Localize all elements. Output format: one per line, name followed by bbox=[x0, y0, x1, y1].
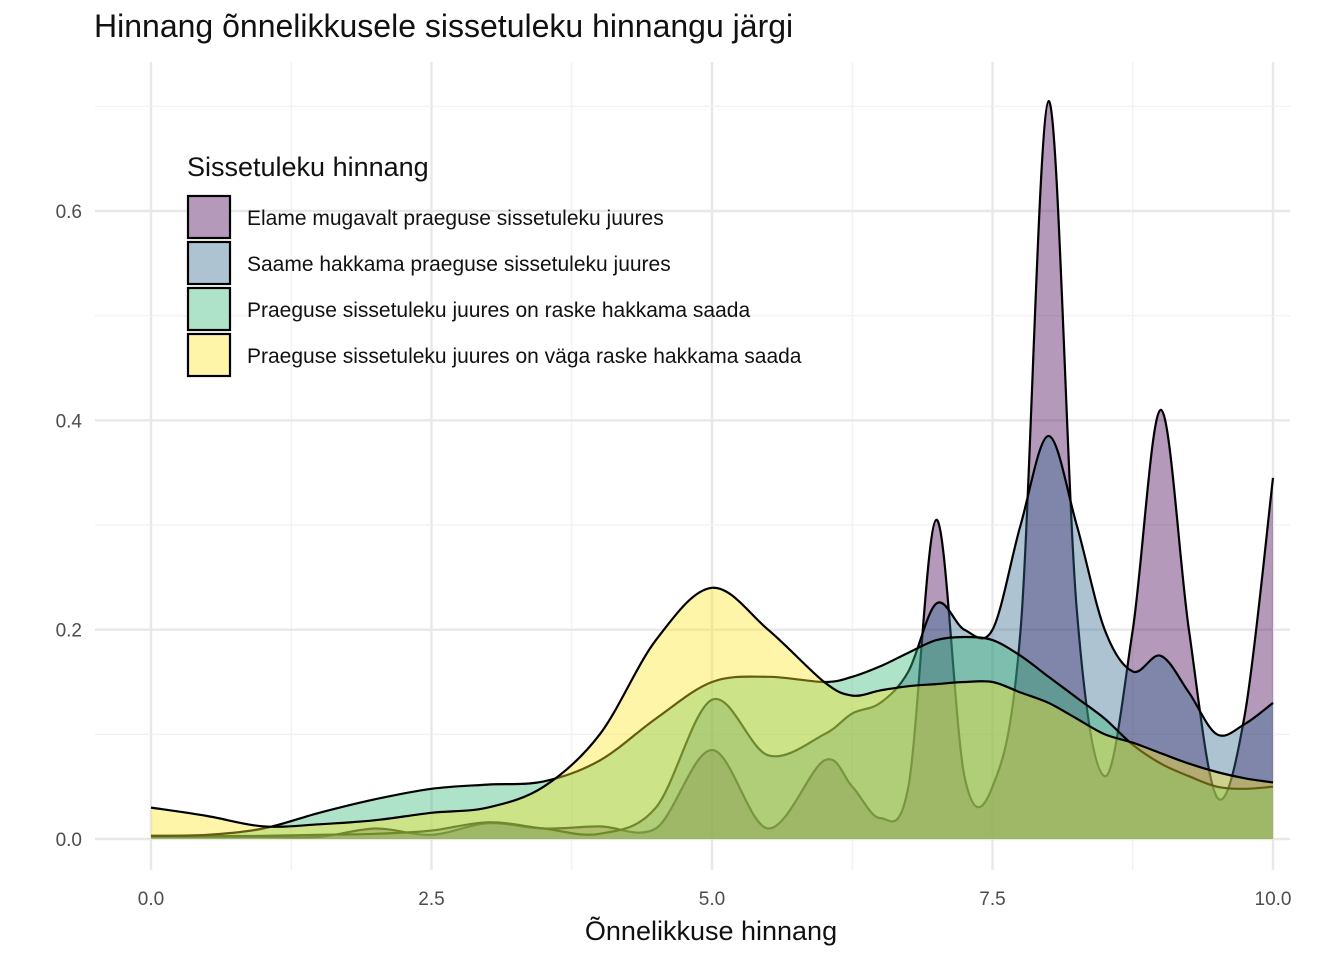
legend-key-background bbox=[188, 196, 230, 238]
x-tick-label: 10.0 bbox=[1255, 889, 1292, 910]
density-line-series-2 bbox=[151, 434, 1274, 838]
legend-items: Elame mugavalt praeguse sissetuleku juur… bbox=[186, 194, 802, 378]
x-axis-ticks: 0.0 2.5 5.0 7.5 10.0 bbox=[138, 889, 1292, 910]
legend-item: Praeguse sissetuleku juures on raske hak… bbox=[186, 286, 750, 332]
x-tick-label: 0.0 bbox=[138, 889, 164, 910]
legend-item: Elame mugavalt praeguse sissetuleku juur… bbox=[186, 194, 664, 240]
legend-swatch bbox=[186, 194, 232, 240]
density-areas bbox=[150, 99, 1275, 840]
y-tick-label: 0.4 bbox=[56, 411, 83, 432]
legend: Sissetuleku hinnang Elame mugavalt praeg… bbox=[186, 152, 802, 378]
y-tick-label: 0.0 bbox=[56, 830, 82, 851]
density-area-series-2 bbox=[151, 436, 1273, 839]
legend-swatch bbox=[186, 332, 232, 378]
legend-title: Sissetuleku hinnang bbox=[187, 152, 429, 182]
legend-label: Saame hakkama praeguse sissetuleku juure… bbox=[247, 253, 671, 276]
legend-item: Praeguse sissetuleku juures on väga rask… bbox=[186, 332, 802, 378]
y-axis-ticks: 0.0 0.2 0.4 0.6 bbox=[56, 202, 83, 851]
legend-key-background bbox=[188, 334, 230, 376]
density-line-series-4 bbox=[150, 586, 1274, 828]
legend-key-background bbox=[188, 288, 230, 330]
y-tick-label: 0.2 bbox=[56, 621, 82, 642]
density-area-series-4 bbox=[151, 587, 1273, 839]
x-tick-label: 5.0 bbox=[699, 889, 725, 910]
legend-label: Praeguse sissetuleku juures on raske hak… bbox=[247, 299, 750, 322]
y-tick-label: 0.6 bbox=[56, 202, 82, 223]
legend-item: Saame hakkama praeguse sissetuleku juure… bbox=[186, 240, 671, 286]
legend-swatch bbox=[186, 240, 232, 286]
legend-key-background bbox=[188, 242, 230, 284]
x-axis-title: Õnnelikkuse hinnang bbox=[585, 915, 837, 946]
legend-swatch bbox=[186, 286, 232, 332]
density-area-series-1 bbox=[151, 101, 1273, 840]
legend-label: Praeguse sissetuleku juures on väga rask… bbox=[247, 345, 802, 368]
chart-title: Hinnang õnnelikkusele sissetuleku hinnan… bbox=[94, 8, 794, 44]
x-tick-label: 2.5 bbox=[418, 889, 444, 910]
x-tick-label: 7.5 bbox=[979, 889, 1005, 910]
density-line-series-3 bbox=[150, 635, 1274, 837]
density-area-series-3 bbox=[151, 637, 1273, 839]
legend-label: Elame mugavalt praeguse sissetuleku juur… bbox=[247, 207, 664, 230]
